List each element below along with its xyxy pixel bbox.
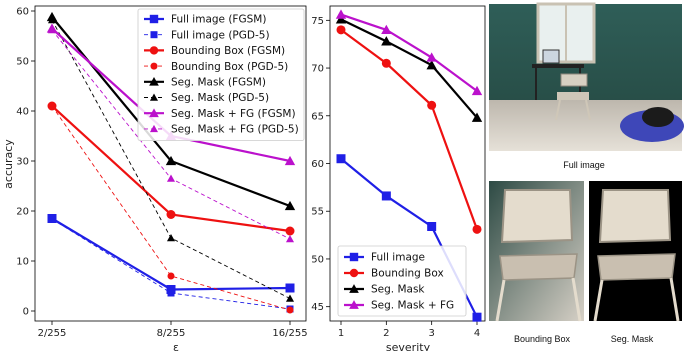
chart1-legend-marker [149, 124, 159, 133]
chart2-xtick-label: 4 [474, 328, 480, 339]
chart1-legend: Full image (FGSM) Full image (PGD-5) Bound… [137, 8, 305, 142]
chart2-ytick-label: 50 [311, 254, 324, 265]
chart1-legend-label: Full image (PGD-5) [171, 29, 270, 41]
chart2-ytick-label: 70 [311, 64, 324, 75]
chart1-ytick-label: 0 [23, 307, 29, 318]
chart1-xlabel: ε [173, 341, 179, 351]
chart2-legend-label: Full image [371, 252, 425, 264]
chart1-data-point [47, 25, 57, 34]
full-image-caption: Full image [563, 160, 605, 170]
attack-accuracy-chart: 0 10 20 30 40 50 60 2/255 8/255 16/255 accuracy ε… [2, 5, 308, 351]
chart2-xlabel: severity [386, 341, 431, 351]
chart1-legend-marker [150, 31, 158, 39]
chart1-legend-label: Seg. Mask + FG (PGD-5) [171, 124, 299, 136]
chart2-data-point [336, 25, 346, 35]
chart1-plot-frame [34, 5, 307, 322]
chart1-legend-label: Bounding Box (FGSM) [171, 45, 285, 57]
chart1-xtick-label: 16/255 [272, 328, 307, 339]
chart2-data-point [336, 154, 346, 164]
chart2-ytick-label: 75 [311, 16, 324, 27]
chart1-ytick-label: 50 [16, 57, 29, 68]
full-image-photo [489, 2, 684, 151]
corruption-accuracy-chart: 45 50 55 60 65 70 75 1 2 3 4 severity Full image Bo… [311, 5, 486, 351]
chart1-data-point [48, 102, 56, 110]
chart1-ytick-label: 30 [16, 157, 29, 168]
seg-mask-photo [589, 181, 682, 322]
chart2-ytick-label: 55 [311, 207, 324, 218]
chart1-ytick-label: 40 [16, 107, 29, 118]
chart2-legend-label: Seg. Mask [371, 284, 425, 296]
chart1-legend-marker [149, 93, 159, 101]
chart2-legend-marker [349, 300, 359, 309]
chart2-series-line [340, 13, 478, 92]
chart1-legend-label: Seg. Mask (PGD-5) [171, 92, 269, 104]
chart1-data-point [48, 215, 56, 223]
chart2-ytick-label: 65 [311, 111, 324, 122]
chart2-ytick-label: 45 [311, 302, 324, 313]
chart2-data-point [381, 58, 391, 68]
chart1-legend-label: Full image (FGSM) [171, 14, 266, 26]
chart2-series-line [340, 18, 478, 119]
chart2-ytick-label: 60 [311, 159, 324, 170]
chart1-data-point [286, 306, 294, 314]
chart1-data-point [285, 226, 295, 236]
chart1-ylabel: accuracy [2, 139, 15, 189]
chart1-data-point [165, 155, 177, 166]
chart2-data-point [335, 9, 347, 19]
chart1-data-point [285, 234, 295, 243]
chart1-data-point [166, 174, 176, 182]
chart1-data-point [47, 15, 57, 24]
chart1-legend-label: Bounding Box (PGD-5) [171, 61, 288, 73]
chart1-xtick-label: 8/255 [157, 328, 186, 339]
seg-mask-caption: Seg. Mask [611, 334, 654, 344]
bounding-box-photo [489, 181, 584, 322]
chart1-data-point [285, 283, 295, 293]
chart2-data-point [471, 112, 483, 122]
chart2-data-point [472, 224, 482, 234]
chart2-data-point [381, 24, 392, 35]
chart2-xtick-label: 2 [383, 328, 389, 339]
chart1-data-point [167, 289, 175, 297]
chart2-legend-marker [349, 252, 359, 262]
chart1-legend-marker [149, 14, 159, 24]
chart1-legend-box [137, 8, 305, 142]
chart1-ytick-label: 20 [16, 207, 29, 218]
chart2-legend-marker [349, 268, 359, 278]
chart2-data-point [381, 36, 392, 46]
chart2-legend-label: Seg. Mask + FG [371, 300, 454, 312]
chart1-data-point [285, 294, 295, 302]
chart1-legend-marker [149, 46, 159, 55]
chart2-legend-marker [349, 284, 359, 293]
chart1-data-point [166, 233, 176, 242]
chart2-legend-label: Bounding Box [371, 268, 444, 280]
chart2-data-point [427, 222, 437, 231]
chart1-legend-marker [149, 76, 159, 86]
chart1-legend-label: Seg. Mask (FGSM) [171, 77, 266, 89]
chart2-xtick-label: 1 [338, 328, 344, 339]
chart1-ytick-label: 10 [16, 257, 29, 268]
chart1-data-point [167, 272, 175, 280]
chart1-legend-marker [150, 62, 158, 70]
chart2-xtick-label: 3 [428, 328, 434, 339]
chart2-data-point [381, 191, 391, 201]
chart2-data-point [471, 85, 483, 96]
chart2-data-point [426, 60, 437, 70]
chart2-series-line [340, 28, 479, 230]
chart2-legend: Full image Bounding Box Seg. Mask Seg. Mask… [337, 245, 467, 317]
chart1-data-point [284, 155, 296, 166]
chart1-data-point [284, 200, 296, 211]
chart2-data-point [426, 52, 437, 62]
chart2-data-point [427, 100, 437, 110]
bounding-box-caption: Bounding Box [514, 334, 571, 344]
chart1-legend-label: Seg. Mask + FG (FGSM) [171, 108, 296, 120]
chart2-data-point [472, 312, 482, 322]
chart1-series-line [51, 105, 291, 311]
chart1-xtick-label: 2/255 [38, 328, 67, 339]
chart2-data-point [335, 14, 347, 24]
chart2-legend-box [337, 245, 467, 317]
chart1-data-point [166, 210, 176, 219]
chart1-ytick-label: 60 [16, 7, 29, 18]
chart1-legend-marker [149, 108, 159, 118]
